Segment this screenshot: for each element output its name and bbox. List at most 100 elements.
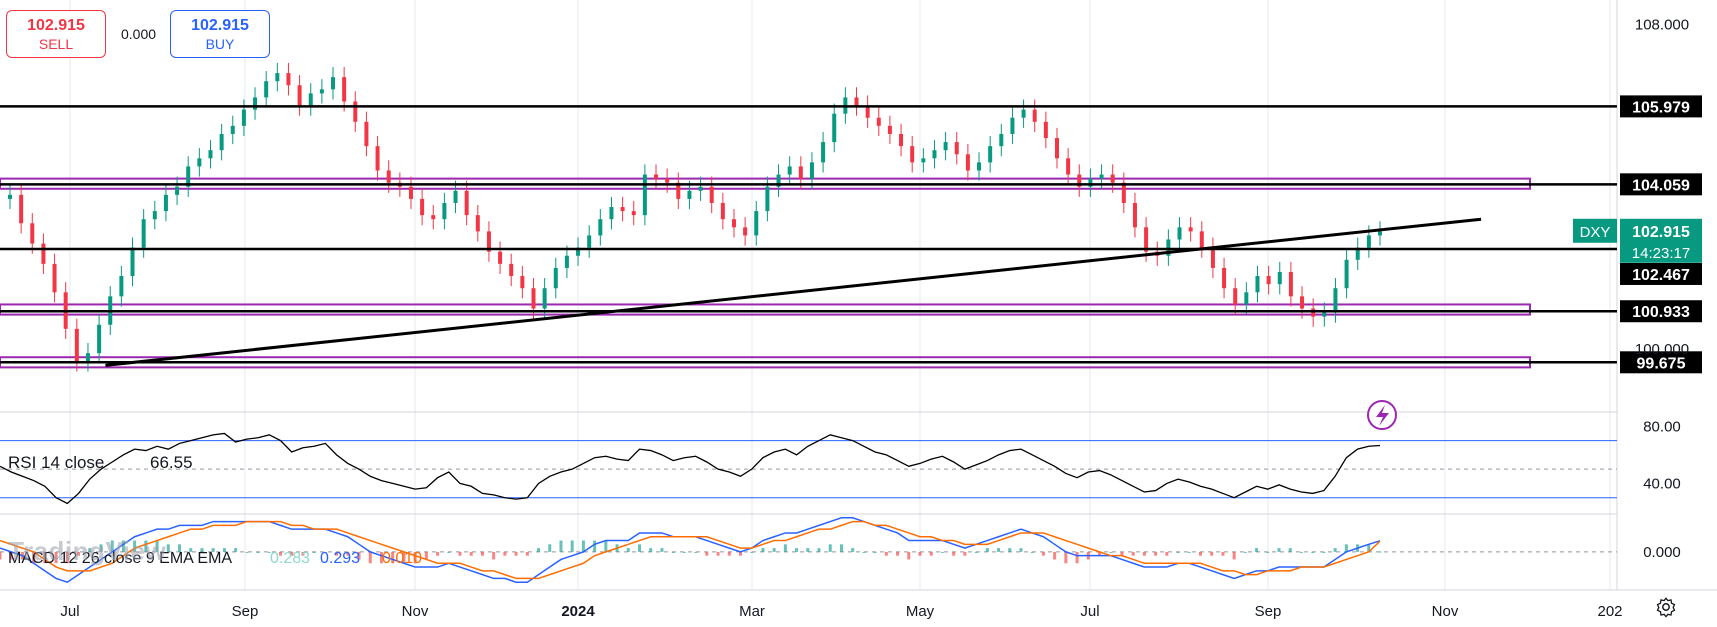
macd-histogram-bar: [559, 540, 563, 552]
macd-histogram-bar: [121, 540, 125, 552]
candle-body: [1010, 117, 1015, 134]
macd-histogram-bar: [940, 551, 944, 553]
candle-body: [386, 170, 391, 183]
lightning-icon-glyph: [1376, 405, 1389, 426]
macd-histogram-bar: [9, 551, 13, 560]
macd-histogram-bar: [1344, 544, 1348, 552]
macd-histogram-bar: [436, 551, 440, 556]
macd-histogram-bar: [806, 548, 810, 552]
macd-histogram-bar: [1288, 548, 1292, 552]
candle-body: [308, 93, 313, 106]
candle-body: [1066, 158, 1071, 175]
candle-body: [876, 117, 881, 126]
macd-histogram-bar: [1008, 548, 1012, 552]
candle-body: [576, 247, 581, 256]
macd-histogram-bar: [828, 544, 832, 552]
candle-body: [1277, 271, 1282, 285]
candle-body: [208, 150, 213, 159]
macd-histogram-bar: [783, 544, 787, 552]
buy-label: BUY: [205, 36, 235, 52]
macd-histogram-bar: [548, 544, 552, 552]
macd-histogram-bar: [1019, 548, 1023, 552]
candle-body: [809, 162, 814, 179]
macd-histogram-bar: [1210, 551, 1214, 556]
candle-body: [977, 162, 982, 171]
candle-body: [464, 190, 469, 216]
candle-body: [353, 101, 358, 122]
price-level-tag: [1620, 300, 1702, 323]
time-tick-label: 202: [1597, 603, 1622, 620]
candle-body: [1311, 308, 1316, 317]
candle-body: [19, 194, 24, 224]
macd-histogram-bar: [178, 544, 182, 552]
macd-histogram-bar: [671, 551, 675, 553]
macd-histogram-bar: [458, 551, 462, 556]
candle-body: [787, 166, 792, 175]
macd-histogram-bar: [278, 551, 282, 556]
price-zone: [0, 303, 1531, 316]
macd-histogram-bar: [43, 551, 47, 564]
macd-histogram-bar: [985, 548, 989, 552]
macd-histogram-bar: [346, 551, 350, 556]
gear-icon[interactable]: [1655, 596, 1677, 618]
macd-value: 0.010: [382, 550, 422, 567]
macd-histogram-bar: [323, 551, 327, 553]
buy-button[interactable]: 102.915 BUY: [170, 10, 270, 58]
macd-histogram-bar: [750, 551, 754, 553]
macd-histogram-bar: [166, 544, 170, 552]
macd-histogram-bar: [682, 551, 686, 553]
candle-body: [275, 73, 280, 82]
macd-histogram-bar: [638, 544, 642, 552]
candle-body: [1166, 239, 1171, 256]
rsi-line: [0, 432, 1381, 505]
candle-body: [498, 251, 503, 264]
candle-body: [319, 89, 324, 94]
candle-body: [620, 207, 625, 212]
macd-histogram-bar: [884, 551, 888, 556]
tradingview-watermark: TradingView: [8, 536, 167, 566]
macd-histogram-bar: [245, 551, 249, 553]
macd-histogram-bar: [88, 548, 92, 552]
candle-body: [743, 227, 748, 236]
macd-histogram-bar: [537, 548, 541, 552]
candle-body: [1021, 109, 1026, 118]
macd-histogram-bar: [1075, 551, 1079, 564]
time-tick-label: 2024: [561, 603, 595, 620]
macd-histogram-bar: [189, 548, 193, 552]
candle-body: [887, 125, 892, 134]
price-level-label: 100.933: [1632, 304, 1690, 321]
candle-body: [531, 288, 536, 309]
macd-histogram-bar: [480, 551, 484, 556]
sell-button[interactable]: 102.915 SELL: [6, 10, 106, 58]
macd-value: 0.283: [270, 550, 310, 567]
macd-histogram-bar: [694, 551, 698, 553]
rsi-tick-label: 80.00: [1643, 418, 1681, 435]
macd-histogram-bar: [1322, 551, 1326, 553]
macd-histogram-bar: [492, 551, 496, 560]
candle-body: [553, 267, 558, 289]
macd-histogram-bar: [727, 551, 731, 556]
macd-histogram-bar: [368, 551, 372, 564]
candle-body: [141, 219, 146, 248]
macd-histogram-bar: [1154, 551, 1158, 556]
macd-histogram-bar: [839, 544, 843, 552]
macd-histogram-bar: [1120, 551, 1124, 556]
macd-histogram-bar: [1165, 551, 1169, 556]
candle-body: [921, 158, 926, 163]
candle-body: [197, 158, 202, 167]
price-level-label: 105.979: [1632, 99, 1690, 116]
macd-histogram-bar: [1277, 548, 1281, 552]
candle-body: [97, 324, 102, 354]
candle-body: [776, 174, 781, 187]
rsi-value: 66.55: [150, 453, 193, 472]
macd-histogram-bar: [952, 551, 956, 556]
support-resistance-zones: [0, 177, 1531, 369]
candle-body: [798, 166, 803, 179]
macd-histogram-bar: [469, 551, 473, 556]
candle-body: [85, 353, 90, 362]
candle-body: [676, 182, 681, 199]
candle-body: [175, 186, 180, 195]
macd-histogram-bar: [1311, 551, 1315, 553]
candle-body: [731, 219, 736, 228]
